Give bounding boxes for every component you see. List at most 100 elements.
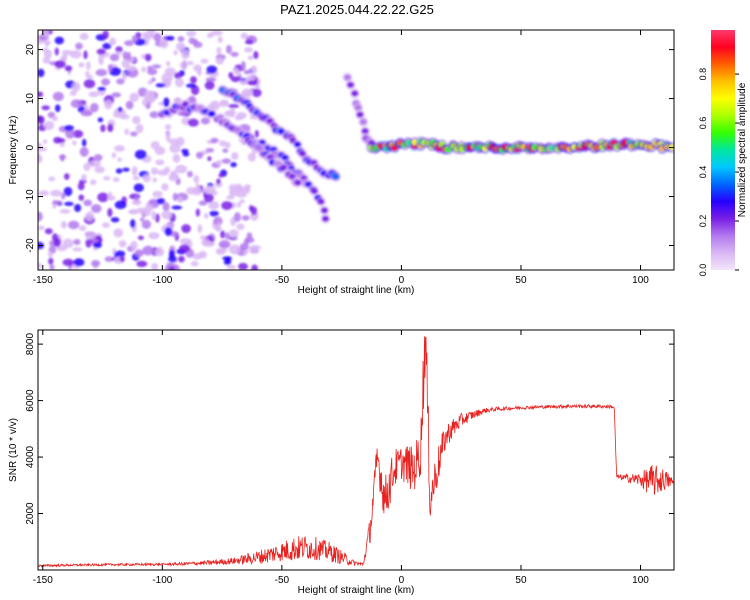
spectrogram-noise-blob: [246, 232, 253, 240]
spectrogram-noise-blob: [38, 91, 44, 98]
spectrogram-noise-blob: [224, 110, 235, 117]
spectrogram-noise-blob: [94, 166, 105, 174]
spectrogram-noise-blob: [214, 181, 223, 188]
spectrogram-noise-blob: [54, 60, 66, 69]
spectrogram-noise-blob: [54, 36, 65, 45]
spectrogram-noise-blob: [166, 60, 171, 67]
spectrogram-noise-blob: [159, 39, 169, 49]
spectrogram-noise-blob: [195, 182, 200, 193]
spectrogram-noise-blob: [247, 55, 254, 61]
spectrogram-noise-blob: [78, 62, 85, 68]
spectrogram-noise-blob: [243, 47, 254, 53]
spectrogram-noise-blob: [150, 167, 159, 175]
spectrogram-noise-blob: [74, 203, 82, 213]
spectrogram-noise-blob: [131, 166, 138, 176]
spectrogram-noise-blob: [142, 97, 148, 107]
snr-plot-area: [38, 330, 674, 570]
spectrogram-noise-blob: [52, 91, 64, 102]
spectrogram-noise-blob: [137, 235, 144, 241]
spectrogram-noise-blob: [251, 264, 258, 270]
spectrogram-noise-blob: [107, 64, 113, 72]
spectrogram-noise-blob: [166, 35, 175, 41]
spectrogram-noise-blob: [88, 91, 100, 98]
spectrogram-noise-blob: [230, 51, 239, 57]
spectrogram-y-tick-label: -10: [25, 189, 36, 204]
spectrogram-noise-blob: [172, 153, 181, 163]
spectrogram-noise-blob: [60, 154, 65, 162]
spectrogram-noise-blob: [142, 245, 154, 256]
spectrogram-x-tick-label: 0: [399, 275, 405, 286]
spectrogram-noise-blob: [116, 78, 125, 85]
spectrogram-noise-blob: [42, 57, 51, 64]
spectrogram-noise-blob: [130, 240, 138, 251]
spectrogram-noise-blob: [64, 201, 74, 207]
spectrogram-track-blob: [208, 110, 216, 117]
spectrogram-noise-blob: [113, 228, 124, 238]
spectrogram-noise-blob: [136, 260, 148, 268]
spectrogram-noise-blob: [229, 187, 234, 198]
spectrogram-track-blob: [351, 90, 359, 97]
spectrogram-frame: [37, 29, 675, 271]
spectrogram-noise-blob: [236, 201, 242, 208]
spectrogram-noise-blob: [134, 249, 144, 257]
spectrogram-noise-blob: [117, 106, 123, 113]
spectrogram-noise-blob: [112, 177, 120, 183]
spectrogram-noise-blob: [63, 186, 73, 197]
spectrogram-noise-blob: [145, 103, 151, 109]
snr-x-label: Height of straight line (km): [298, 585, 415, 596]
spectrogram-noise-blob: [98, 55, 104, 66]
spectrogram-noise-blob: [190, 261, 199, 267]
spectrogram-noise-blob: [164, 226, 173, 236]
spectrogram-noise-blob: [203, 185, 216, 195]
spectrogram-noise-blob: [38, 262, 43, 269]
spectrogram-noise-blob: [132, 175, 140, 181]
colorbar-tick-label: 0.6: [698, 117, 708, 130]
spectrogram-x-label: Height of straight line (km): [298, 285, 415, 296]
spectrogram-noise-blob: [134, 149, 147, 160]
colorbar-ticks: 0.0 0.2 0.4 0.6 0.8: [698, 68, 739, 276]
spectrogram-y-tick-label: 10: [25, 93, 36, 105]
spectrogram-noise-blob: [210, 30, 223, 36]
spectrogram-noise-blob: [111, 152, 117, 159]
spectrogram-track-blob: [354, 104, 362, 111]
spectrogram-noise-blob: [200, 58, 209, 64]
figure-title: PAZ1.2025.044.22.22.G25: [280, 2, 434, 17]
spectrogram-noise-blob: [161, 210, 173, 220]
spectrogram-noise-blob: [155, 159, 165, 166]
spectrogram-noise-blob: [182, 151, 190, 157]
spectrogram-noise-blob: [152, 177, 158, 183]
spectrogram-noise-blob: [225, 195, 235, 200]
spectrogram-noise-blob: [241, 88, 254, 97]
spectrogram-noise-blob: [114, 200, 127, 210]
spectrogram-noise-blob: [79, 147, 89, 157]
spectrogram-noise-blob: [220, 230, 225, 239]
spectrogram-noise-blob: [142, 174, 151, 183]
spectrogram-noise-blob: [195, 151, 204, 159]
spectrogram-noise-blob: [248, 205, 254, 212]
spectrogram-noise-blob: [217, 36, 223, 44]
spectrogram-noise-blob: [247, 152, 257, 162]
spectrogram-noise-blob: [207, 32, 214, 39]
spectrogram-noise-blob: [241, 60, 246, 71]
spectrogram-noise-blob: [60, 220, 67, 229]
spectrogram-noise-blob: [187, 118, 199, 127]
spectrogram-noise-blob: [47, 250, 53, 258]
spectrogram-noise-blob: [144, 90, 156, 100]
spectrogram-noise-blob: [226, 264, 237, 270]
spectrogram-noise-blob: [61, 50, 73, 56]
spectrogram-noise-blob: [101, 222, 110, 228]
spectrogram-noise-blob: [132, 116, 141, 125]
spectrogram-noise-blob: [254, 129, 259, 138]
spectrogram-noise-blob: [185, 83, 197, 88]
spectrogram-noise-blob: [198, 200, 208, 206]
spectrogram-noise-blob: [154, 248, 165, 257]
spectrogram-noise-blob: [109, 53, 120, 62]
spectrogram-noise-blob: [219, 101, 230, 108]
spectrogram-noise-blob: [72, 130, 84, 138]
spectrogram-noise-blob: [114, 145, 125, 152]
spectrogram-x-tick-label: -150: [33, 275, 53, 286]
spectrogram-track-blob: [343, 74, 351, 81]
snr-x-tick-label: 0: [399, 575, 405, 586]
spectrogram-noise-blob: [210, 137, 219, 143]
